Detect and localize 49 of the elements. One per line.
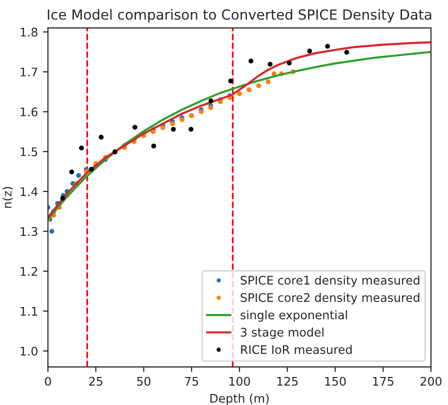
- point: [266, 79, 271, 84]
- point: [325, 44, 330, 49]
- legend-label: SPICE core1 density measured: [240, 276, 420, 287]
- y-tick-label: 1.1: [20, 306, 38, 316]
- point: [69, 170, 74, 174]
- point: [89, 166, 94, 172]
- point: [188, 126, 194, 132]
- point: [307, 48, 312, 54]
- x-tick-label: 0: [44, 376, 51, 386]
- point: [268, 62, 273, 67]
- point: [246, 87, 252, 92]
- legend-label: SPICE core2 density measured: [240, 292, 420, 304]
- y-tick-label: 1.2: [20, 266, 38, 276]
- x-tick-label: 75: [185, 377, 198, 386]
- y-axis-title: n(z): [2, 187, 13, 208]
- x-tick-label: 200: [420, 376, 442, 386]
- point: [49, 228, 54, 234]
- legend-label: single exponential: [240, 310, 347, 322]
- point: [98, 134, 104, 140]
- y-tick-label: 1.4: [20, 187, 38, 196]
- y-tick-label: 1.7: [20, 68, 38, 76]
- point: [237, 91, 242, 96]
- chart-title: Ice Model comparison to Converted SPICE Density Data: [48, 9, 432, 22]
- point: [151, 144, 156, 148]
- x-tick-label: 25: [89, 376, 102, 386]
- point: [248, 58, 254, 64]
- x-tick-label: 175: [373, 377, 394, 386]
- y-tick-label: 1.0: [20, 346, 38, 356]
- legend-label: RICE IoR measured: [241, 344, 352, 354]
- point: [170, 126, 176, 132]
- x-tick-label: 100: [229, 376, 250, 386]
- point: [208, 98, 214, 104]
- x-axis-title: Depth (m): [210, 394, 269, 405]
- point: [256, 83, 262, 88]
- y-tick-label: 1.8: [20, 28, 38, 37]
- x-tick-label: 125: [277, 376, 298, 386]
- point: [60, 196, 66, 201]
- y-tick-label: 1.3: [20, 227, 38, 236]
- y-tick-label: 1.6: [20, 107, 38, 116]
- x-tick-label: 150: [325, 376, 346, 386]
- y-tick-label: 1.5: [20, 147, 38, 156]
- point: [286, 60, 292, 66]
- point: [76, 173, 81, 178]
- point: [79, 146, 84, 150]
- point: [228, 78, 234, 84]
- point: [344, 50, 350, 55]
- legend-label: 3 stage model: [240, 328, 324, 339]
- point: [132, 124, 138, 130]
- x-tick-label: 50: [137, 376, 150, 386]
